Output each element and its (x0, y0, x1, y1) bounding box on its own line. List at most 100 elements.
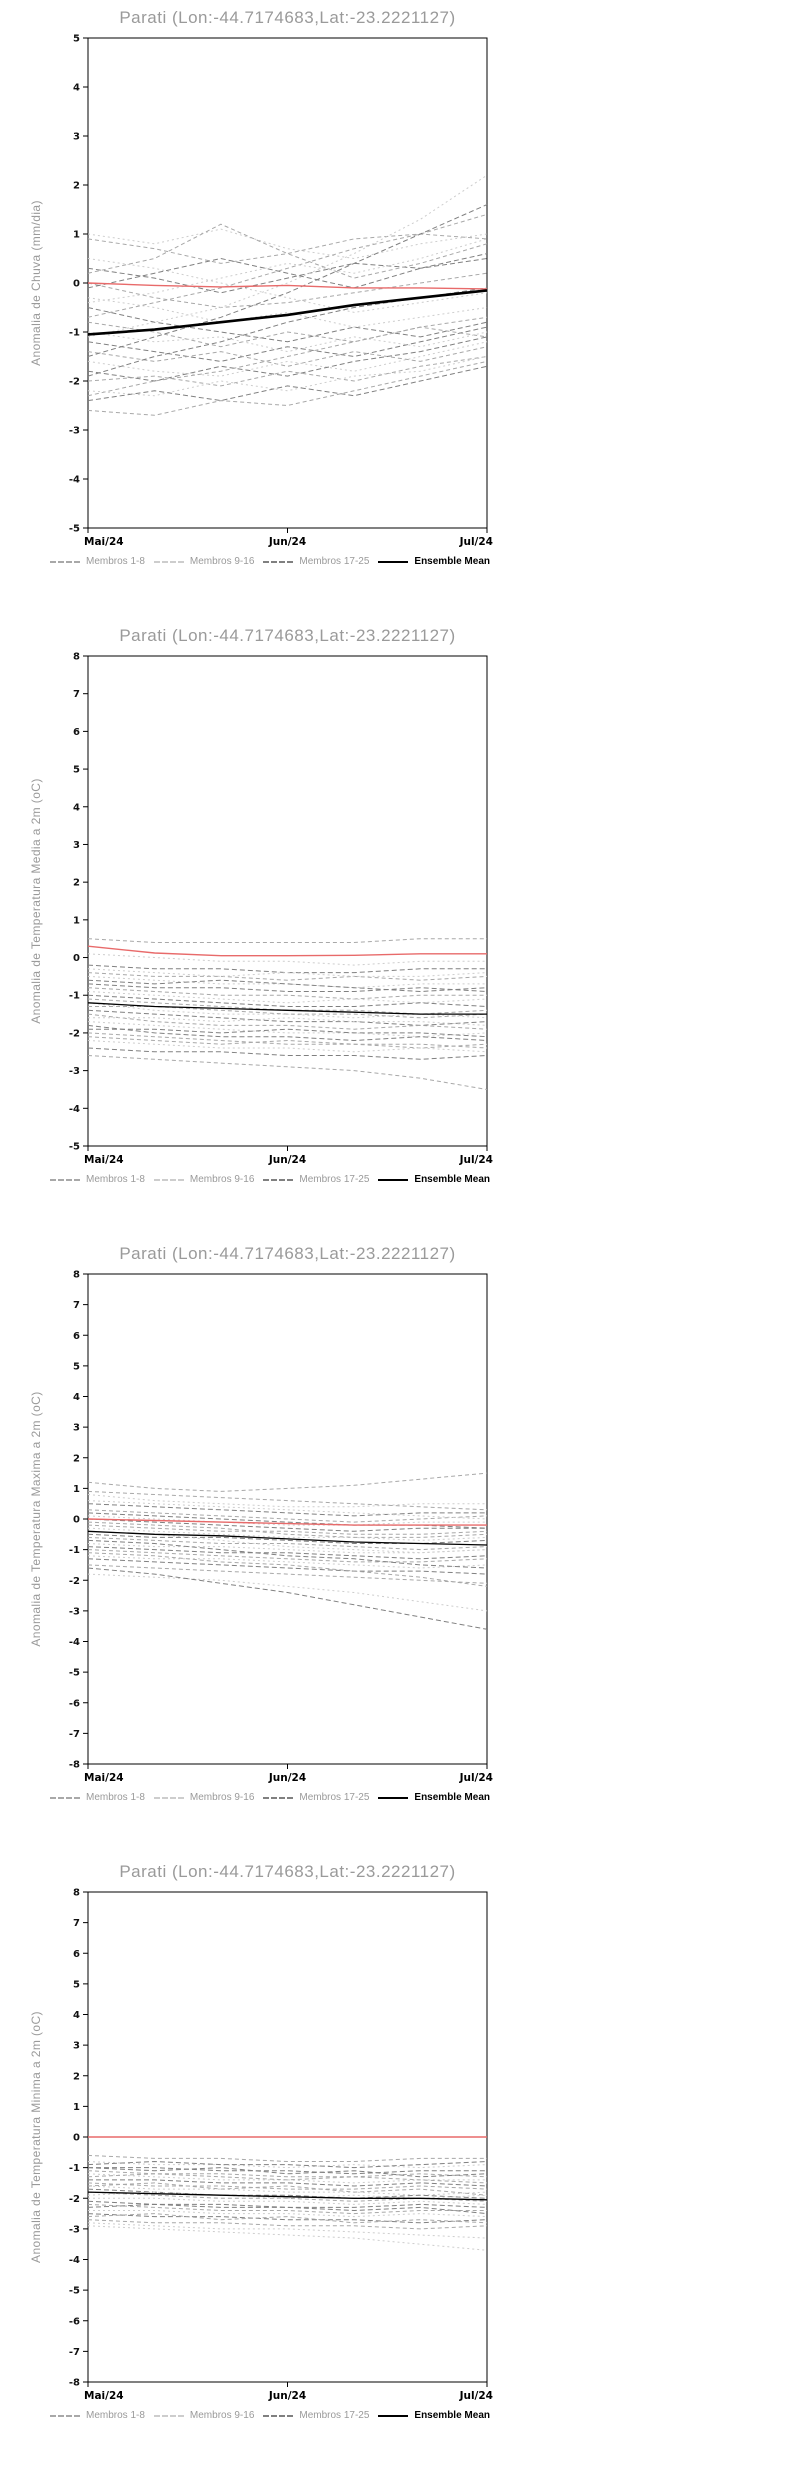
reference-line (87, 282, 488, 290)
x-tick-label: Mai/24 (84, 1772, 124, 1784)
y-tick-label: 4 (73, 2010, 80, 2021)
member-line (87, 1036, 488, 1049)
legend-label: Membros 17-25 (299, 1792, 370, 1803)
x-tick-label: Mai/24 (84, 2390, 124, 2402)
legend-item-membros-9-16: Membros 9-16 (153, 1792, 254, 1803)
y-tick-label: 7 (73, 1300, 80, 1311)
member-line (87, 2167, 488, 2178)
legend-item-ensemble-mean: Ensemble Mean (378, 1174, 490, 1185)
member-line (87, 253, 488, 289)
x-tick-label: Jul/24 (459, 1154, 493, 1166)
y-tick-label: 7 (73, 689, 80, 700)
chart-canvas: -8 -7 -6 -5 -4 -3 -2 -1 0 1 2 3 4 5 6 7 8 Mai/24 Jun/24 Jul… (69, 1888, 493, 2403)
member-line (87, 223, 488, 279)
y-tick-label: 8 (73, 1888, 80, 1899)
y-tick-label: -6 (69, 2316, 80, 2327)
y-tick-label: -5 (69, 524, 80, 535)
member-line (87, 1490, 488, 1511)
legend-label: Membros 17-25 (299, 2410, 370, 2421)
member-line (87, 953, 487, 966)
y-tick-label: 4 (73, 1392, 80, 1403)
member-line (87, 1543, 488, 1554)
chart-title: Parati (Lon:-44.7174683,Lat:-23.2221127) (119, 1862, 456, 1881)
y-tick-label: 3 (73, 840, 80, 851)
legend-line-sample (378, 2414, 409, 2417)
y-tick-label: 2 (73, 878, 80, 889)
member-line (87, 1527, 488, 1541)
member-line (87, 1558, 488, 1575)
member-line (87, 2182, 488, 2190)
y-tick-label: 1 (73, 1484, 80, 1495)
x-tick-label: Mai/24 (84, 1154, 124, 1166)
member-line (87, 2160, 488, 2169)
legend-label: Membros 1-8 (86, 1174, 145, 1185)
member-line (87, 365, 488, 402)
y-tick-label: -7 (69, 1729, 80, 1740)
member-line (87, 975, 487, 989)
y-tick-label: 0 (73, 1515, 80, 1526)
member-line (87, 1567, 488, 1630)
member-line (87, 1539, 488, 1569)
chart-canvas: -5 -4 -3 -2 -1 0 1 2 3 4 5 6 7 8 Mai/24 Jun/24 Jul/24 (69, 652, 493, 1167)
member-line (87, 2203, 488, 2215)
member-line (87, 2173, 488, 2184)
chart-canvas: -5 -4 -3 -2 -1 0 1 2 3 4 5 Mai/24 Jun/24 Jul/24 (69, 34, 493, 549)
chart-block-chuva: Parati (Lon:-44.7174683,Lat:-23.2221127)… (0, 0, 800, 618)
member-line (87, 991, 488, 1004)
reference-line (87, 1518, 487, 1526)
member-line (87, 2203, 487, 2215)
legend-line-sample (50, 2414, 80, 2417)
legend-label: Membros 17-25 (299, 1174, 370, 1185)
y-tick-label: -2 (69, 377, 80, 388)
legend-line-sample (263, 560, 294, 563)
legend-item-membros-9-16: Membros 9-16 (153, 2410, 254, 2421)
member-line (87, 2182, 488, 2196)
member-line (88, 2167, 487, 2175)
member-line (87, 316, 488, 397)
legend-line-sample (153, 560, 184, 563)
y-tick-label: 2 (73, 181, 80, 192)
x-tick-label: Jun/24 (268, 536, 306, 548)
legend-line-sample (50, 1178, 80, 1181)
y-tick-label: 2 (73, 2071, 80, 2082)
y-tick-label: -8 (69, 2378, 80, 2389)
member-line (87, 1536, 488, 1551)
y-tick-label: 0 (73, 279, 80, 290)
member-line (87, 1032, 488, 1049)
legend-item-ensemble-mean: Ensemble Mean (378, 556, 490, 567)
y-tick-label: -3 (69, 426, 80, 437)
y-tick-label: -5 (69, 1668, 80, 1679)
member-line (87, 994, 488, 1007)
y-tick-label: 3 (73, 2041, 80, 2052)
y-tick-label: -1 (69, 991, 80, 1002)
legend-label: Ensemble Mean (414, 1792, 490, 1803)
member-line (87, 987, 487, 1000)
chart-legend: Membros 1-8 Membros 9-16 Membros 17-25 E… (50, 2410, 490, 2421)
member-line (87, 2154, 487, 2162)
x-tick-label: Jul/24 (459, 536, 493, 548)
member-line (87, 2225, 488, 2251)
plot-frame (87, 655, 488, 1147)
y-tick-label: 4 (73, 83, 80, 94)
y-tick-label: 3 (73, 1423, 80, 1434)
ensemble-mean-line (87, 289, 488, 336)
y-tick-label: -1 (69, 1545, 80, 1556)
member-line (87, 356, 488, 397)
y-tick-label: 6 (73, 1331, 80, 1342)
chart-title: Parati (Lon:-44.7174683,Lat:-23.2221127) (119, 1244, 456, 1263)
legend-label: Membros 1-8 (86, 2410, 145, 2421)
legend-item-membros-9-16: Membros 9-16 (153, 1174, 254, 1185)
legend-item-membros-1-8: Membros 1-8 (50, 1792, 145, 1803)
legend-item-membros-17-25: Membros 17-25 (263, 1174, 369, 1185)
member-line (87, 356, 488, 387)
y-tick-label: 3 (73, 132, 80, 143)
y-tick-label: 5 (73, 1361, 80, 1372)
ensemble-mean-line (87, 1002, 487, 1015)
y-tick-label: 6 (73, 727, 80, 738)
member-line (87, 1009, 488, 1026)
member-line (88, 1006, 488, 1019)
legend-item-membros-1-8: Membros 1-8 (50, 2410, 145, 2421)
member-line (87, 346, 488, 367)
member-line (87, 1013, 488, 1030)
